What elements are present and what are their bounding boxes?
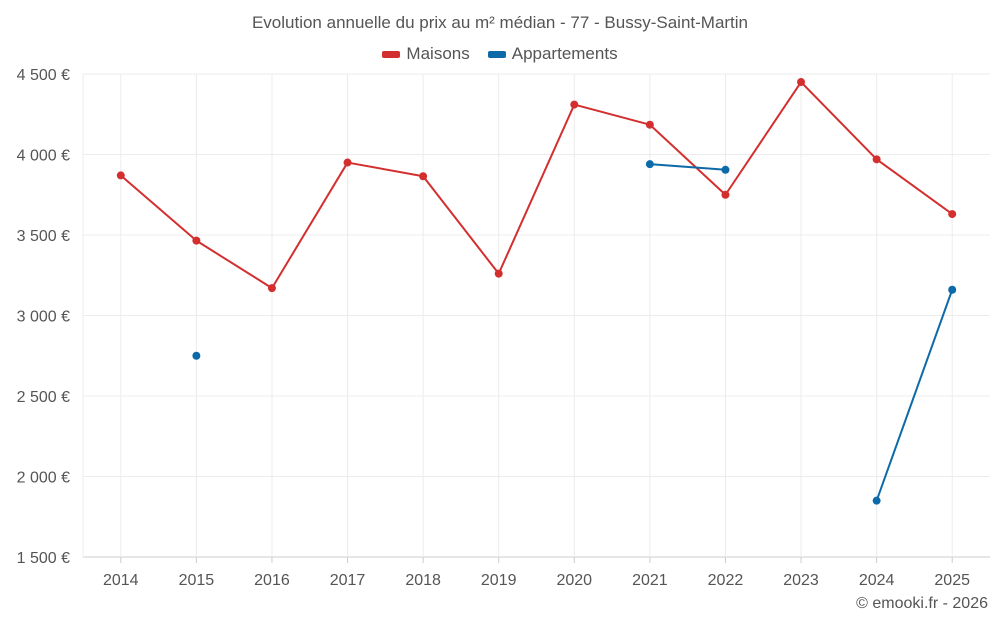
series-line-appartements [649, 163, 726, 171]
x-tick-label: 2019 [481, 572, 517, 589]
data-point-maisons [267, 284, 276, 293]
legend-item-appartements[interactable]: Appartements [487, 44, 618, 64]
y-tick-label: 2 000 € [17, 470, 70, 487]
credit-text: © emooki.fr - 2026 [856, 595, 988, 612]
data-point-maisons [419, 172, 428, 181]
data-point-maisons [192, 236, 201, 245]
y-tick-label: 2 500 € [17, 389, 70, 406]
x-tick-label: 2025 [934, 572, 970, 589]
series-line-appartements [875, 289, 954, 501]
data-point-appartements [872, 496, 881, 505]
y-tick-label: 1 500 € [17, 550, 70, 567]
y-axis: 1 500 € 2 000 € 2 500 € 3 000 € 3 500 € 4 000… [17, 67, 70, 567]
grid-lines [82, 73, 990, 558]
y-tick-label: 3 000 € [17, 309, 70, 326]
data-point-appartements [192, 351, 201, 360]
x-tick-label: 2018 [405, 572, 441, 589]
data-point-maisons [797, 78, 806, 87]
x-tick-label: 2015 [179, 572, 215, 589]
y-tick-label: 4 500 € [17, 67, 70, 84]
data-point-maisons [948, 210, 957, 219]
x-tick-label: 2022 [708, 572, 744, 589]
data-point-appartements [721, 165, 730, 174]
series-line-maisons [120, 81, 953, 290]
legend: Maisons Appartements [0, 44, 1000, 64]
data-point-maisons [645, 120, 654, 129]
data-point-maisons [343, 158, 352, 167]
x-tick-label: 2016 [254, 572, 290, 589]
y-tick-label: 4 000 € [17, 148, 70, 165]
data-point-maisons [872, 155, 881, 164]
data-point-maisons [570, 100, 579, 109]
x-tick-label: 2014 [103, 572, 139, 589]
x-tick-label: 2020 [556, 572, 592, 589]
y-tick-label: 3 500 € [17, 228, 70, 245]
legend-item-maisons[interactable]: Maisons [382, 44, 470, 64]
chart-title: Evolution annuelle du prix au m² médian … [251, 13, 749, 32]
x-tick-label: 2017 [330, 572, 366, 589]
legend-label-appartements: Appartements [511, 44, 618, 63]
x-axis: 2014 2015 2016 2017 2018 2019 2020 2021 2022 2023… [103, 557, 970, 589]
data-point-maisons [116, 171, 125, 180]
x-tick-label: 2023 [783, 572, 819, 589]
data-point-maisons [494, 269, 503, 278]
data-point-appartements [645, 160, 654, 169]
legend-swatch-appartements [487, 50, 506, 58]
legend-swatch-maisons [382, 50, 401, 58]
series-layer [116, 78, 957, 505]
legend-label-maisons: Maisons [406, 44, 470, 63]
data-point-appartements [948, 285, 957, 294]
x-tick-label: 2024 [859, 572, 895, 589]
data-point-maisons [721, 190, 730, 199]
x-tick-label: 2021 [632, 572, 668, 589]
